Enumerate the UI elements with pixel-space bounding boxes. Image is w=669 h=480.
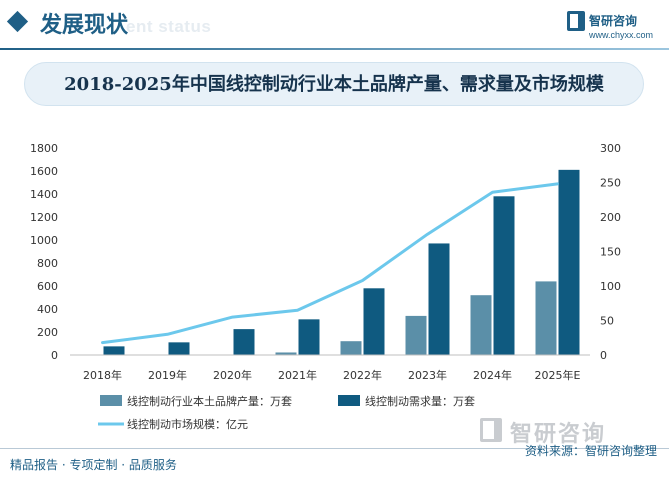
bar-demand: [428, 243, 450, 355]
header: 发展现状 ent status 智研咨询 www.chyxx.com: [0, 0, 669, 46]
bar-demand: [493, 196, 515, 355]
right-tick-label: 0: [600, 349, 607, 362]
bar-production: [340, 341, 362, 355]
bars: [103, 169, 580, 355]
footer-divider: [0, 448, 669, 449]
bar-production: [535, 281, 557, 355]
right-tick-label: 100: [600, 280, 621, 293]
watermark-logo-icon: [480, 418, 502, 442]
watermark-logo: 智研咨询: [480, 416, 665, 447]
bar-demand: [558, 169, 580, 355]
x-tick-label: 2023年: [408, 368, 447, 382]
bar-demand: [168, 342, 190, 355]
left-tick-label: 1200: [30, 211, 58, 224]
left-tick-label: 0: [51, 349, 58, 362]
header-separator: [0, 48, 669, 50]
bar-demand: [298, 319, 320, 355]
legend-label-demand: 线控制动需求量：万套: [365, 394, 475, 408]
right-tick-label: 250: [600, 177, 621, 190]
brand-logo-icon: [567, 11, 585, 31]
chart-title-bar: 2018-2025年中国线控制动行业本土品牌产量、需求量及市场规模: [24, 62, 644, 106]
x-tick-label: 2024年: [473, 368, 512, 382]
left-tick-label: 1000: [30, 234, 58, 247]
x-tick-label: 2025年E: [535, 368, 581, 382]
footer-source: 资料来源：智研咨询整理: [524, 444, 657, 458]
legend-swatch-production: [100, 395, 122, 406]
diamond-icon: [6, 10, 29, 33]
legend-swatch-demand: [338, 395, 360, 406]
right-axis: 0 50 100 150 200 250 300: [600, 142, 621, 362]
brand-url: www.chyxx.com: [589, 30, 654, 40]
watermark-text: 智研咨询: [510, 422, 607, 447]
market-size-line: [101, 182, 559, 345]
x-tick-label: 2022年: [343, 368, 382, 382]
chart-title: 2018-2025年中国线控制动行业本土品牌产量、需求量及市场规模: [64, 74, 604, 95]
x-tick-label: 2020年: [213, 368, 252, 382]
right-tick-label: 150: [600, 246, 621, 259]
x-tick-label: 2019年: [148, 368, 187, 382]
bar-demand: [363, 288, 385, 355]
footer-tagline: 精品报告 · 专项定制 · 品质服务: [10, 458, 177, 472]
bar-production: [470, 295, 492, 355]
legend-label-production: 线控制动行业本土品牌产量：万套: [127, 394, 292, 408]
left-tick-label: 1600: [30, 165, 58, 178]
x-tick-label: 2018年: [83, 368, 122, 382]
right-tick-label: 300: [600, 142, 621, 155]
section-title: 发展现状: [40, 13, 129, 38]
left-tick-label: 400: [37, 303, 58, 316]
left-tick-label: 600: [37, 280, 58, 293]
bar-production: [405, 315, 427, 355]
brand-name: 智研咨询: [589, 14, 638, 28]
bar-demand: [233, 329, 255, 355]
x-axis: 2018年 2019年 2020年 2021年 2022年 2023年 2024年 2025年…: [70, 354, 590, 382]
legend-label-market: 线控制动市场规模：亿元: [127, 417, 248, 431]
right-tick-label: 50: [600, 315, 614, 328]
left-tick-label: 1400: [30, 188, 58, 201]
x-tick-label: 2021年: [278, 368, 317, 382]
line-series: [101, 182, 559, 345]
bar-production: [275, 352, 297, 355]
bar-demand: [103, 346, 125, 355]
chart: 0 200 400 600 800 1000 1200 1400 1600 1800 0 50 100…: [30, 142, 621, 431]
brand-logo: 智研咨询 www.chyxx.com: [564, 10, 669, 46]
left-tick-label: 200: [37, 326, 58, 339]
left-axis: 0 200 400 600 800 1000 1200 1400 1600 1800: [30, 142, 58, 362]
right-tick-label: 200: [600, 211, 621, 224]
left-tick-label: 800: [37, 257, 58, 270]
section-subtitle-ghost: ent status: [126, 17, 212, 36]
left-tick-label: 1800: [30, 142, 58, 155]
